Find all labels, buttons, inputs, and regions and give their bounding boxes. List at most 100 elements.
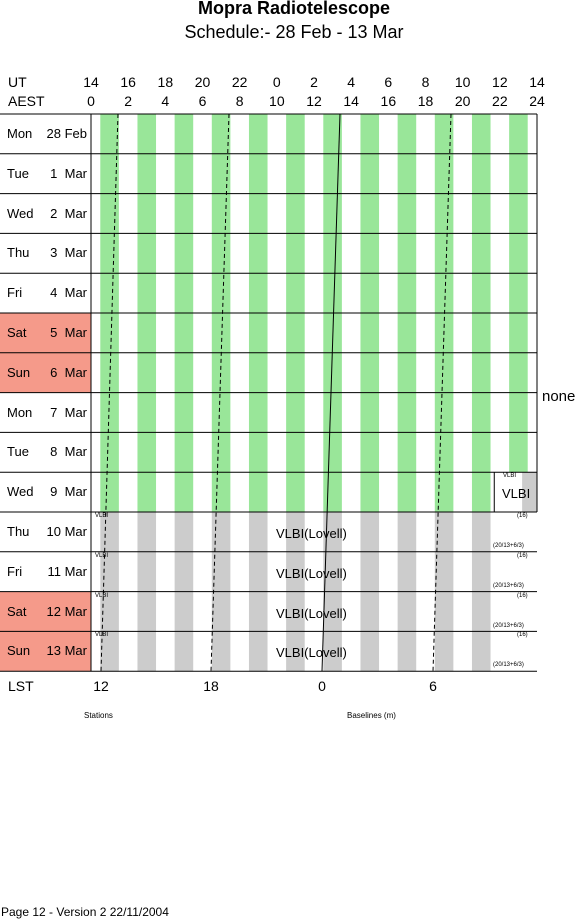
available-slot	[286, 432, 305, 473]
vlbi-lovell-label: VLBI(Lovell)	[276, 605, 347, 621]
available-slot	[248, 193, 268, 234]
stations-label: Stations	[84, 711, 113, 720]
vlbi-slot	[434, 591, 454, 632]
ut-hour-label: 22	[231, 74, 248, 90]
day-label: Thu 3 Mar	[0, 245, 91, 261]
available-slot	[397, 114, 417, 154]
available-slot	[137, 432, 157, 473]
available-slot	[471, 432, 491, 473]
ut-hour-label: 0	[272, 74, 281, 90]
vlbi-slot	[100, 551, 119, 592]
available-slot	[211, 392, 231, 433]
available-slot	[471, 153, 491, 194]
available-slot	[248, 472, 268, 512]
available-slot	[471, 392, 491, 433]
vlbi-slot	[434, 512, 454, 552]
ut-hour-label: 8	[421, 74, 430, 90]
available-slot	[397, 432, 417, 473]
available-slot	[248, 273, 268, 313]
available-slot	[100, 273, 119, 313]
available-slot	[137, 114, 157, 154]
vlbi-small-label: VLBI	[95, 552, 109, 559]
day-date: 12 Mar	[46, 603, 87, 619]
day-label: Mon 7 Mar	[0, 405, 91, 421]
available-slot	[471, 193, 491, 234]
lst-label: LST	[8, 678, 34, 694]
available-slot	[434, 153, 454, 194]
none-label: none	[542, 388, 576, 405]
day-label: Sat 12 Mar	[0, 604, 91, 620]
day-name: Mon	[7, 404, 33, 420]
available-slot	[471, 352, 491, 393]
available-slot	[174, 193, 194, 234]
vlbi-small-label: VLBI	[95, 513, 109, 519]
available-slot	[360, 392, 380, 433]
available-slot	[434, 233, 454, 274]
vlbi-slot	[323, 591, 342, 632]
lst-line-18	[210, 113, 230, 672]
day-label: Mon 28 Feb	[0, 126, 91, 142]
ut-hour-label: 2	[310, 74, 318, 90]
available-slot	[434, 472, 454, 512]
vlbi-slot	[323, 512, 342, 552]
ut-hour-label: 16	[120, 74, 136, 90]
vlbi-small-label: VLBI	[503, 473, 517, 480]
weekend-day-cell	[0, 591, 91, 632]
session-count: (16)	[517, 513, 528, 519]
day-date: 28 Feb	[46, 126, 87, 141]
aest-hour-label: 24	[529, 93, 545, 109]
ut-hour-label: 4	[347, 74, 356, 90]
day-name: Thu	[7, 524, 30, 539]
available-slot	[286, 392, 305, 433]
day-date: 8 Mar	[50, 444, 87, 460]
aest-hour-label: 14	[343, 93, 359, 109]
available-slot	[211, 233, 231, 274]
available-slot	[137, 352, 157, 393]
available-slot	[286, 153, 305, 194]
available-slot	[100, 313, 119, 353]
vlbi-small-label: VLBI	[95, 632, 109, 639]
vlbi-slot	[323, 631, 342, 672]
ut-label: UT	[8, 74, 27, 90]
vlbi-slot	[360, 631, 380, 672]
vlbi-lovell-label: VLBI(Lovell)	[276, 565, 347, 581]
available-slot	[137, 193, 157, 234]
available-slot	[434, 114, 454, 154]
available-slot	[211, 352, 231, 393]
vlbi-slot	[286, 591, 305, 632]
day-date: 10 Mar	[46, 524, 87, 539]
day-date: 11 Mar	[47, 563, 88, 579]
available-slot	[434, 193, 454, 234]
aest-label: AEST	[8, 93, 45, 109]
weekend-day-cell	[0, 352, 91, 393]
page-subtitle: Schedule:- 28 Feb - 13 Mar	[184, 22, 404, 42]
available-slot	[174, 153, 194, 194]
available-slot	[360, 432, 380, 473]
available-slot	[397, 313, 417, 353]
vlbi-slot	[397, 551, 417, 592]
available-slot	[323, 233, 342, 274]
available-slot	[397, 233, 417, 274]
available-slot	[211, 273, 231, 313]
aest-hour-label: 6	[198, 93, 207, 109]
available-slot	[434, 432, 454, 473]
array-config: (20/13+6/3)	[493, 543, 524, 549]
vlbi-slot	[248, 591, 268, 632]
aest-hour-label: 18	[417, 93, 434, 109]
vlbi-slot	[211, 551, 231, 592]
vlbi-slot	[360, 551, 380, 592]
day-name: Sun	[7, 364, 31, 380]
aest-hour-label: 12	[306, 93, 322, 109]
weekend-day-cell	[0, 631, 91, 672]
vlbi-lovell-label: VLBI(Lovell)	[276, 526, 347, 541]
day-label: Sat 5 Mar	[0, 325, 91, 341]
available-slot	[174, 392, 194, 433]
vlbi-slot	[522, 472, 537, 512]
vlbi-slot	[137, 591, 157, 632]
ut-hour-label: 20	[194, 74, 211, 90]
day-name: Sat	[7, 325, 27, 340]
day-date: 9 Mar	[50, 484, 87, 500]
available-slot	[286, 193, 305, 234]
available-slot	[100, 352, 119, 393]
aest-hour-label: 4	[161, 93, 170, 109]
